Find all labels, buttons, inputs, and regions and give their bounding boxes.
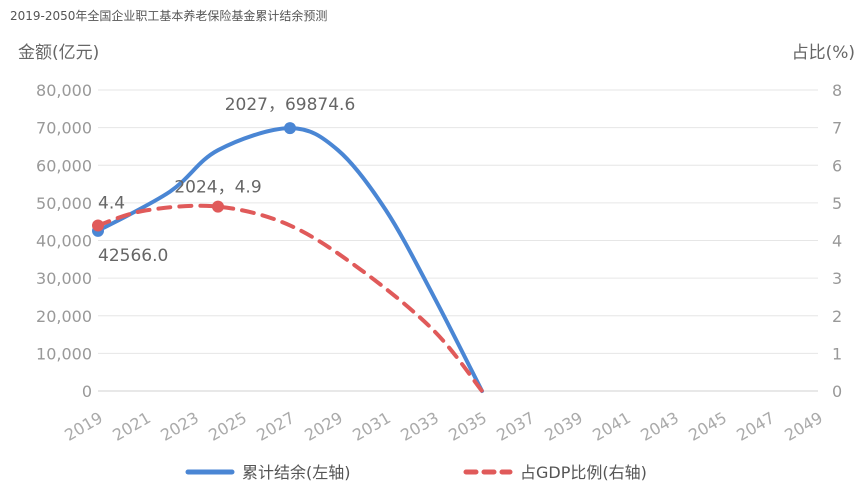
- y-left-tick-label: 30,000: [36, 269, 92, 288]
- x-tick-label: 2043: [637, 408, 682, 445]
- data-label: 2027，69874.6: [225, 95, 356, 115]
- y-left-tick-labels: 0 10,000 20,000 30,000 40,000 50,000 60,000 70,…: [36, 81, 92, 401]
- data-label: 42566.0: [98, 246, 168, 266]
- x-tick-label: 2033: [397, 408, 442, 445]
- x-tick-labels: 2019 2021 2023 2025 2027 2029 2031 2033 2035 2037…: [61, 408, 826, 445]
- x-tick-label: 2023: [157, 408, 202, 445]
- data-label: 4.4: [98, 193, 125, 213]
- x-tick-label: 2029: [301, 408, 346, 445]
- x-tick-label: 2039: [541, 408, 586, 445]
- y-right-tick-label: 4: [832, 232, 842, 251]
- x-tick-label: 2035: [445, 408, 490, 445]
- y-right-tick-label: 0: [832, 382, 842, 401]
- y-right-tick-label: 5: [832, 194, 842, 213]
- y-left-tick-label: 80,000: [36, 81, 92, 100]
- y-left-tick-label: 50,000: [36, 194, 92, 213]
- series-markers: [92, 122, 296, 237]
- data-point-marker: [212, 200, 224, 213]
- data-point-marker: [284, 122, 296, 135]
- x-tick-label: 2041: [589, 408, 634, 445]
- y-right-tick-label: 3: [832, 269, 842, 288]
- y-right-tick-label: 7: [832, 119, 842, 138]
- legend-label-0: 累计结余(左轴): [242, 463, 351, 482]
- series-line-1: [96, 203, 484, 393]
- data-labels: 2027，69874.6 2024，4.9 4.4 42566.0: [98, 95, 355, 266]
- x-tick-label: 2025: [205, 408, 250, 445]
- series-line-0: [96, 126, 484, 393]
- y-right-tick-label: 1: [832, 344, 842, 363]
- x-tick-label: 2019: [61, 408, 106, 445]
- y-left-tick-label: 60,000: [36, 156, 92, 175]
- data-point-marker: [92, 219, 104, 232]
- x-tick-label: 2027: [253, 408, 298, 445]
- x-tick-label: 2021: [109, 408, 154, 445]
- x-tick-label: 2047: [733, 408, 778, 445]
- data-label: 2024，4.9: [174, 178, 261, 198]
- y-left-tick-label: 0: [82, 382, 92, 401]
- y-right-axis-title: 占比(%): [792, 43, 855, 63]
- y-left-tick-label: 10,000: [36, 344, 92, 363]
- y-left-axis-title: 金额(亿元): [18, 43, 99, 63]
- x-tick-label: 2049: [781, 408, 826, 445]
- y-left-tick-label: 70,000: [36, 119, 92, 138]
- series-lines: [96, 126, 484, 393]
- x-tick-label: 2031: [349, 408, 394, 445]
- y-right-tick-label: 6: [832, 156, 842, 175]
- y-left-tick-label: 40,000: [36, 232, 92, 251]
- chart-title: 2019-2050年全国企业职工基本养老保险基金累计结余预测: [10, 8, 327, 23]
- x-tick-label: 2045: [685, 408, 730, 445]
- legend[interactable]: 累计结余(左轴) 占GDP比例(右轴): [185, 463, 647, 482]
- x-tick-label: 2037: [493, 408, 538, 445]
- legend-label-1: 占GDP比例(右轴): [520, 463, 647, 482]
- y-left-tick-label: 20,000: [36, 307, 92, 326]
- y-right-tick-labels: 0 1 2 3 4 5 6 7 8: [832, 81, 842, 401]
- y-right-tick-label: 8: [832, 81, 842, 100]
- y-right-tick-label: 2: [832, 307, 842, 326]
